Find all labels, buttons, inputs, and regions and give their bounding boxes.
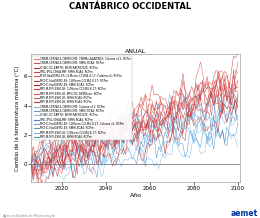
Text: CANTÁBRICO OCCIDENTAL: CANTÁBRICO OCCIDENTAL [69, 2, 191, 11]
X-axis label: Año: Año [129, 192, 142, 198]
Title: ANUAL: ANUAL [125, 49, 146, 54]
Legend: CNRM-CERFACS-CNRM-CM5: CNRMx-ALADIN53: Calama v11: RCPm, CNRM-CERFACS-CNRM-CM5: : CNRM-CERFACS-CNRM-CM5: CNRMx-ALADIN53: C… [32, 56, 132, 140]
Y-axis label: Cambio de la temperatura máxima (°C): Cambio de la temperatura máxima (°C) [15, 65, 21, 171]
Text: aemet: aemet [230, 209, 257, 218]
Text: Agencia Estatal de Meteorología: Agencia Estatal de Meteorología [3, 214, 55, 218]
